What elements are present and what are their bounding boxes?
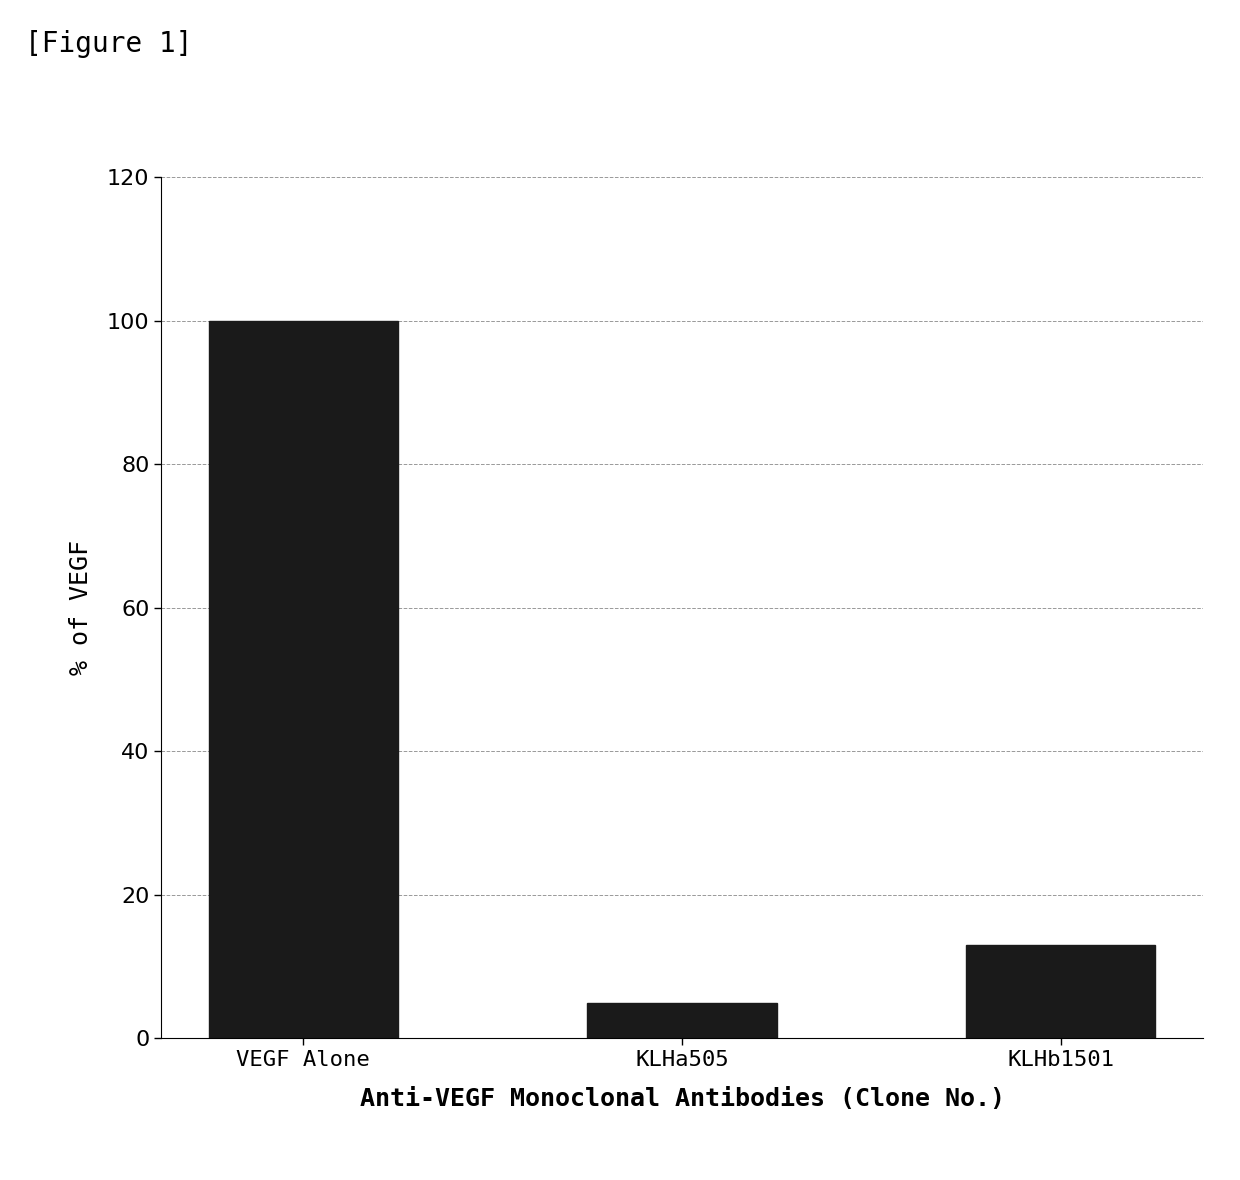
Y-axis label: % of VEGF: % of VEGF bbox=[69, 540, 93, 675]
X-axis label: Anti-VEGF Monoclonal Antibodies (Clone No.): Anti-VEGF Monoclonal Antibodies (Clone N… bbox=[360, 1087, 1004, 1110]
Bar bbox=[588, 1003, 776, 1038]
Bar bbox=[208, 321, 398, 1038]
Text: [Figure 1]: [Figure 1] bbox=[25, 30, 192, 58]
Bar bbox=[966, 945, 1156, 1038]
